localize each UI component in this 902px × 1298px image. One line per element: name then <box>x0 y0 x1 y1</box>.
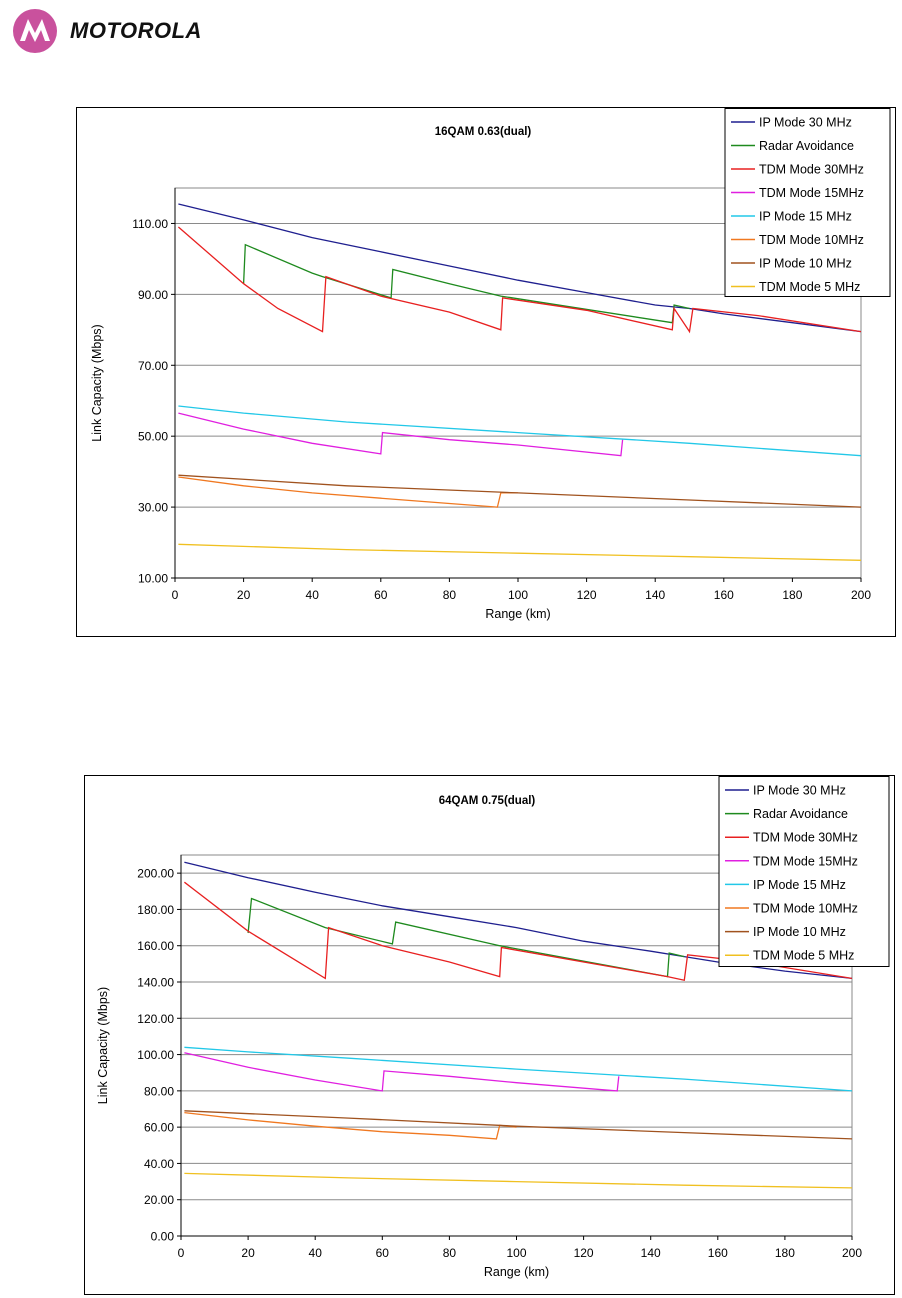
x-tick-label: 140 <box>645 588 665 602</box>
legend-label: Radar Avoidance <box>759 139 854 153</box>
series-line <box>184 1110 852 1140</box>
x-tick-label: 180 <box>775 1246 795 1260</box>
y-tick-label: 80.00 <box>144 1084 174 1098</box>
legend-label: TDM Mode 10MHz <box>753 902 858 916</box>
x-tick-label: 40 <box>309 1246 323 1260</box>
legend-box <box>718 776 890 967</box>
legend-label: IP Mode 10 MHz <box>759 257 852 271</box>
x-tick-label: 120 <box>577 588 597 602</box>
y-tick-label: 90.00 <box>138 288 168 302</box>
series-line <box>177 226 861 334</box>
x-axis-label: Range (km) <box>484 1265 549 1279</box>
series-line <box>184 1111 517 1140</box>
y-tick-label: 110.00 <box>132 217 168 231</box>
legend-label: TDM Mode 30MHz <box>753 831 858 845</box>
y-tick-label: 100.00 <box>137 1048 174 1062</box>
legend-label: TDM Mode 30MHz <box>759 163 864 177</box>
y-tick-label: 160.00 <box>137 939 174 953</box>
series-line <box>184 881 852 981</box>
chart-16qam-svg: 16QAM 0.63(dual) 10.00 30.00 50.00 70.00 90.0… <box>90 108 891 621</box>
legend-label: IP Mode 30 MHz <box>759 116 852 130</box>
series-line <box>247 897 685 978</box>
legend-label: TDM Mode 15MHz <box>753 854 858 868</box>
chart-64qam: 64QAM 0.75(dual) 0.00 20.00 40.00 60.00 80.00… <box>84 775 895 1295</box>
legend-label: TDM Mode 5 MHz <box>753 949 854 963</box>
y-tick-label: 10.00 <box>138 572 168 586</box>
x-tick-label: 60 <box>374 588 388 602</box>
y-tick-label: 30.00 <box>138 501 168 515</box>
series-line <box>184 1172 852 1189</box>
series-line <box>178 203 861 333</box>
x-tick-label: 100 <box>508 588 528 602</box>
legend-label: TDM Mode 15MHz <box>759 186 864 200</box>
series-line <box>184 1046 852 1092</box>
series-line <box>178 476 518 508</box>
y-tick-label: 120.00 <box>137 1012 174 1026</box>
y-tick-label: 180.00 <box>137 903 174 917</box>
legend-label: TDM Mode 10MHz <box>759 233 864 247</box>
legend-label: IP Mode 10 MHz <box>753 925 846 939</box>
motorola-emblem-icon <box>13 9 57 53</box>
y-tick-label: 20.00 <box>144 1193 174 1207</box>
brand-name: MOTOROLA <box>70 18 202 43</box>
series-line <box>178 412 624 457</box>
x-tick-label: 60 <box>376 1246 390 1260</box>
legend-label: TDM Mode 5 MHz <box>759 280 860 294</box>
chart-16qam: 16QAM 0.63(dual) 10.00 30.00 50.00 70.00 90.0… <box>76 107 896 637</box>
x-tick-label: 80 <box>443 1246 457 1260</box>
y-axis-label: Link Capacity (Mbps) <box>90 324 104 441</box>
x-tick-label: 160 <box>714 588 734 602</box>
series-line <box>178 474 861 508</box>
x-axis-label: Range (km) <box>485 607 550 621</box>
y-tick-label: 0.00 <box>151 1230 175 1244</box>
series-line <box>178 543 861 561</box>
y-tick-label: 140.00 <box>137 976 174 990</box>
x-tick-label: 180 <box>782 588 802 602</box>
motorola-logo: MOTOROLA <box>12 8 202 54</box>
y-tick-label: 70.00 <box>138 359 168 373</box>
chart-title: 64QAM 0.75(dual) <box>439 795 536 807</box>
x-tick-label: 200 <box>851 588 871 602</box>
x-tick-label: 80 <box>443 588 457 602</box>
x-tick-label: 0 <box>178 1246 185 1260</box>
series-line <box>178 405 861 457</box>
x-tick-label: 160 <box>708 1246 728 1260</box>
y-tick-label: 40.00 <box>144 1157 174 1171</box>
y-tick-label: 200.00 <box>137 867 174 881</box>
legend-box <box>724 108 891 297</box>
x-tick-label: 40 <box>306 588 320 602</box>
y-axis-label: Link Capacity (Mbps) <box>96 987 110 1104</box>
x-tick-label: 20 <box>237 588 251 602</box>
chart-title: 16QAM 0.63(dual) <box>435 126 532 138</box>
y-tick-label: 60.00 <box>144 1121 174 1135</box>
x-tick-label: 100 <box>506 1246 526 1260</box>
y-tick-label: 50.00 <box>138 430 168 444</box>
chart-64qam-svg: 64QAM 0.75(dual) 0.00 20.00 40.00 60.00 80.00… <box>96 776 890 1279</box>
x-tick-label: 140 <box>641 1246 661 1260</box>
series-line <box>184 1052 620 1092</box>
x-tick-label: 0 <box>172 588 179 602</box>
x-tick-label: 120 <box>574 1246 594 1260</box>
legend-label: IP Mode 30 MHz <box>753 784 846 798</box>
legend-label: Radar Avoidance <box>753 807 848 821</box>
legend-label: IP Mode 15 MHz <box>753 878 846 892</box>
legend-label: IP Mode 15 MHz <box>759 210 852 224</box>
x-tick-label: 200 <box>842 1246 862 1260</box>
x-tick-label: 20 <box>241 1246 255 1260</box>
